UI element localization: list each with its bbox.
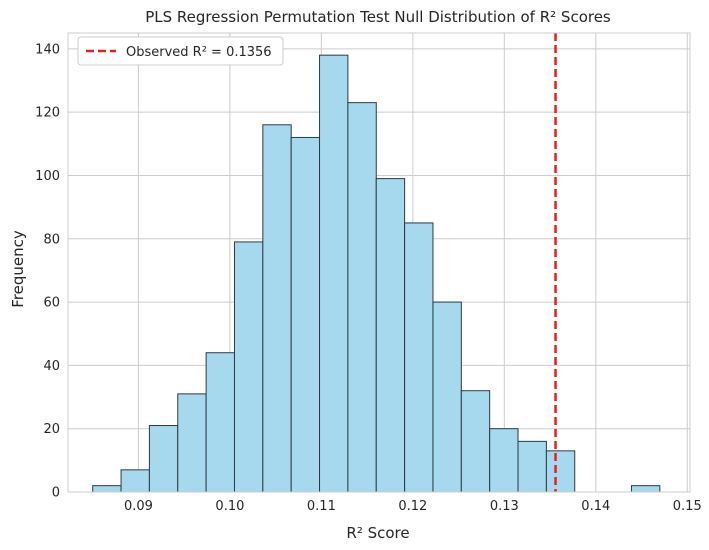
plot-area [67, 32, 691, 493]
y-tick-label: 100 [35, 169, 60, 184]
y-tick-label: 120 [35, 106, 60, 121]
histogram-bar-6 [233, 241, 264, 493]
histogram-bar-15 [489, 428, 519, 493]
histogram-bar-12 [404, 222, 434, 493]
y-axis-label: Frequency [9, 230, 27, 308]
histogram-bar-1 [92, 485, 122, 493]
x-tick-label: 0.11 [307, 499, 336, 514]
x-tick-label: 0.14 [581, 499, 610, 514]
plot-frame [67, 32, 691, 493]
x-tick-label: 0.12 [398, 499, 427, 514]
x-tick-label: 0.15 [673, 499, 702, 514]
y-tick-label: 20 [43, 422, 60, 437]
histogram-bar-5 [205, 352, 235, 493]
histogram-bar-11 [375, 178, 406, 493]
histogram-bar-14 [460, 390, 491, 493]
histogram-bar-10 [347, 102, 377, 493]
histogram-bar-4 [177, 393, 207, 493]
x-tick-label: 0.09 [124, 499, 153, 514]
x-tick-label: 0.10 [215, 499, 244, 514]
histogram-bar-20 [630, 485, 661, 493]
y-tick-label: 0 [52, 486, 60, 501]
histogram-bar-9 [319, 54, 349, 493]
x-tick-label: 0.13 [490, 499, 519, 514]
legend-observed-label: Observed R² = 0.1356 [126, 45, 272, 60]
y-tick-label: 80 [43, 232, 60, 247]
histogram-bar-13 [432, 301, 462, 493]
histogram-bar-3 [148, 425, 179, 493]
y-tick-label: 40 [43, 359, 60, 374]
histogram-bar-7 [262, 124, 292, 493]
histogram-bars [92, 54, 661, 493]
x-axis-label: R² Score [346, 524, 409, 542]
histogram-bar-8 [290, 136, 321, 493]
chart-title: PLS Regression Permutation Test Null Dis… [145, 8, 611, 26]
x-axis-ticks: 0.09 0.10 0.11 0.12 0.13 0.14 0.15 [124, 499, 702, 514]
y-tick-label: 140 [35, 42, 60, 57]
legend: Observed R² = 0.1356 [77, 36, 284, 66]
histogram-bar-2 [120, 469, 150, 493]
y-axis-ticks: 0 20 40 60 80 100 120 140 [35, 42, 60, 500]
histogram-bar-16 [517, 440, 547, 493]
histogram-bar-17 [545, 450, 576, 493]
legend-box [77, 36, 284, 66]
y-tick-label: 60 [43, 296, 60, 311]
